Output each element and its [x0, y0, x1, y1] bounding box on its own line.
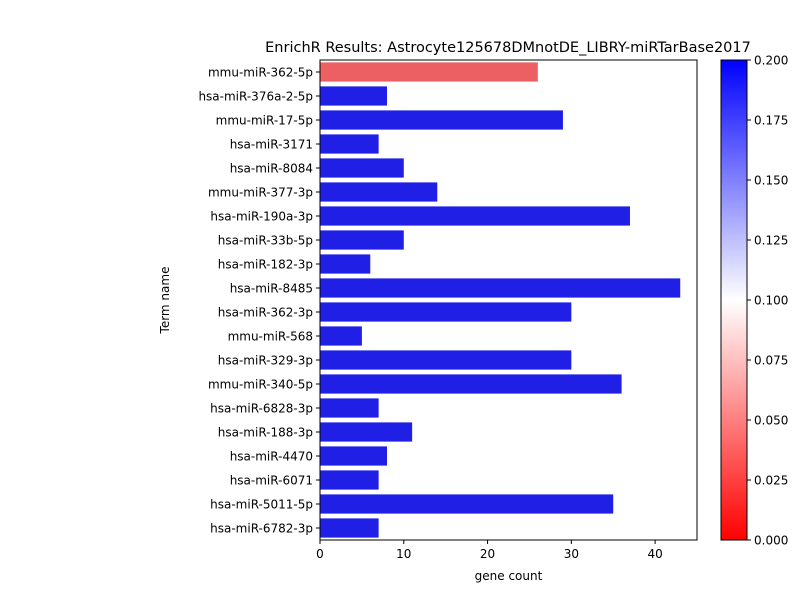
y-axis-label: Term name [158, 267, 172, 335]
bar-mmu-miR-17-5p [320, 110, 563, 130]
bar-hsa-miR-6828-3p [320, 398, 379, 418]
y-tick-label: mmu-miR-377-3p [208, 186, 313, 200]
bar-hsa-miR-188-3p [320, 422, 413, 442]
x-tick-label: 0 [316, 547, 324, 561]
bar-hsa-miR-190a-3p [320, 206, 630, 226]
colorbar-tick-label: 0.075 [754, 354, 788, 368]
y-tick-label: hsa-miR-5011-5p [210, 498, 313, 512]
y-tick-label: hsa-miR-362-3p [218, 306, 313, 320]
chart-title: EnrichR Results: Astrocyte125678DMnotDE_… [265, 40, 751, 56]
x-tick-label: 10 [396, 547, 411, 561]
y-tick-label: hsa-miR-329-3p [218, 354, 313, 368]
y-tick-label: mmu-miR-362-5p [208, 66, 313, 80]
bar-hsa-miR-6782-3p [320, 518, 379, 538]
colorbar-tick-label: 0.000 [754, 534, 788, 548]
y-tick-label: hsa-miR-33b-5p [218, 234, 313, 248]
y-tick-label: hsa-miR-376a-2-5p [198, 90, 313, 104]
colorbar-tick-label: 0.100 [754, 294, 788, 308]
y-tick-label: hsa-miR-3171 [230, 138, 313, 152]
x-axis-label: gene count [475, 569, 543, 583]
y-tick-label: hsa-miR-4470 [230, 450, 313, 464]
y-tick-label: hsa-miR-182-3p [218, 258, 313, 272]
bar-mmu-miR-362-5p [320, 62, 538, 82]
bar-mmu-miR-340-5p [320, 374, 622, 394]
bars-layer [320, 62, 681, 538]
y-tick-label: mmu-miR-568 [228, 330, 313, 344]
plot-frame [319, 59, 698, 541]
x-tick-label: 30 [564, 547, 579, 561]
colorbar-gradient [720, 59, 748, 541]
y-tick-labels: mmu-miR-362-5p hsa-miR-376a-2-5p mmu-miR-1… [198, 66, 320, 536]
y-tick-label: mmu-miR-17-5p [216, 114, 313, 128]
colorbar-tick-label: 0.150 [754, 174, 788, 188]
colorbar-tick-label: 0.050 [754, 414, 788, 428]
bar-hsa-miR-376a-2-5p [320, 86, 388, 106]
bar-hsa-miR-8084 [320, 158, 404, 178]
bar-hsa-miR-362-3p [320, 302, 572, 322]
bar-hsa-miR-4470 [320, 446, 388, 466]
y-tick-label: hsa-miR-6782-3p [210, 522, 313, 536]
y-tick-label: hsa-miR-8485 [230, 282, 313, 296]
x-tick-label: 40 [647, 547, 662, 561]
y-tick-label: mmu-miR-340-5p [208, 378, 313, 392]
colorbar-tick-label: 0.175 [754, 114, 788, 128]
bar-hsa-miR-329-3p [320, 350, 572, 370]
bar-hsa-miR-6071 [320, 470, 379, 490]
colorbar-tick-label: 0.025 [754, 474, 788, 488]
bar-hsa-miR-182-3p [320, 254, 371, 274]
bar-mmu-miR-377-3p [320, 182, 438, 202]
y-tick-label: hsa-miR-190a-3p [210, 210, 313, 224]
colorbar-ticks: 0.000 0.025 0.050 0.075 0.100 0.125 0.150 0.175… [747, 54, 788, 548]
y-tick-label: hsa-miR-6071 [230, 474, 313, 488]
y-tick-label: hsa-miR-6828-3p [210, 402, 313, 416]
y-tick-label: hsa-miR-8084 [230, 162, 313, 176]
bar-hsa-miR-3171 [320, 134, 379, 154]
bar-hsa-miR-33b-5p [320, 230, 404, 250]
x-tick-label: 20 [480, 547, 495, 561]
colorbar-tick-label: 0.200 [754, 54, 788, 68]
bar-hsa-miR-5011-5p [320, 494, 614, 514]
bar-mmu-miR-568 [320, 326, 362, 346]
bar-hsa-miR-8485 [320, 278, 681, 298]
x-axis-ticks: 0 10 20 30 40 [316, 540, 663, 561]
y-tick-label: hsa-miR-188-3p [218, 426, 313, 440]
colorbar-tick-label: 0.125 [754, 234, 788, 248]
colorbar: 0.000 0.025 0.050 0.075 0.100 0.125 0.150 0.175… [720, 54, 788, 548]
